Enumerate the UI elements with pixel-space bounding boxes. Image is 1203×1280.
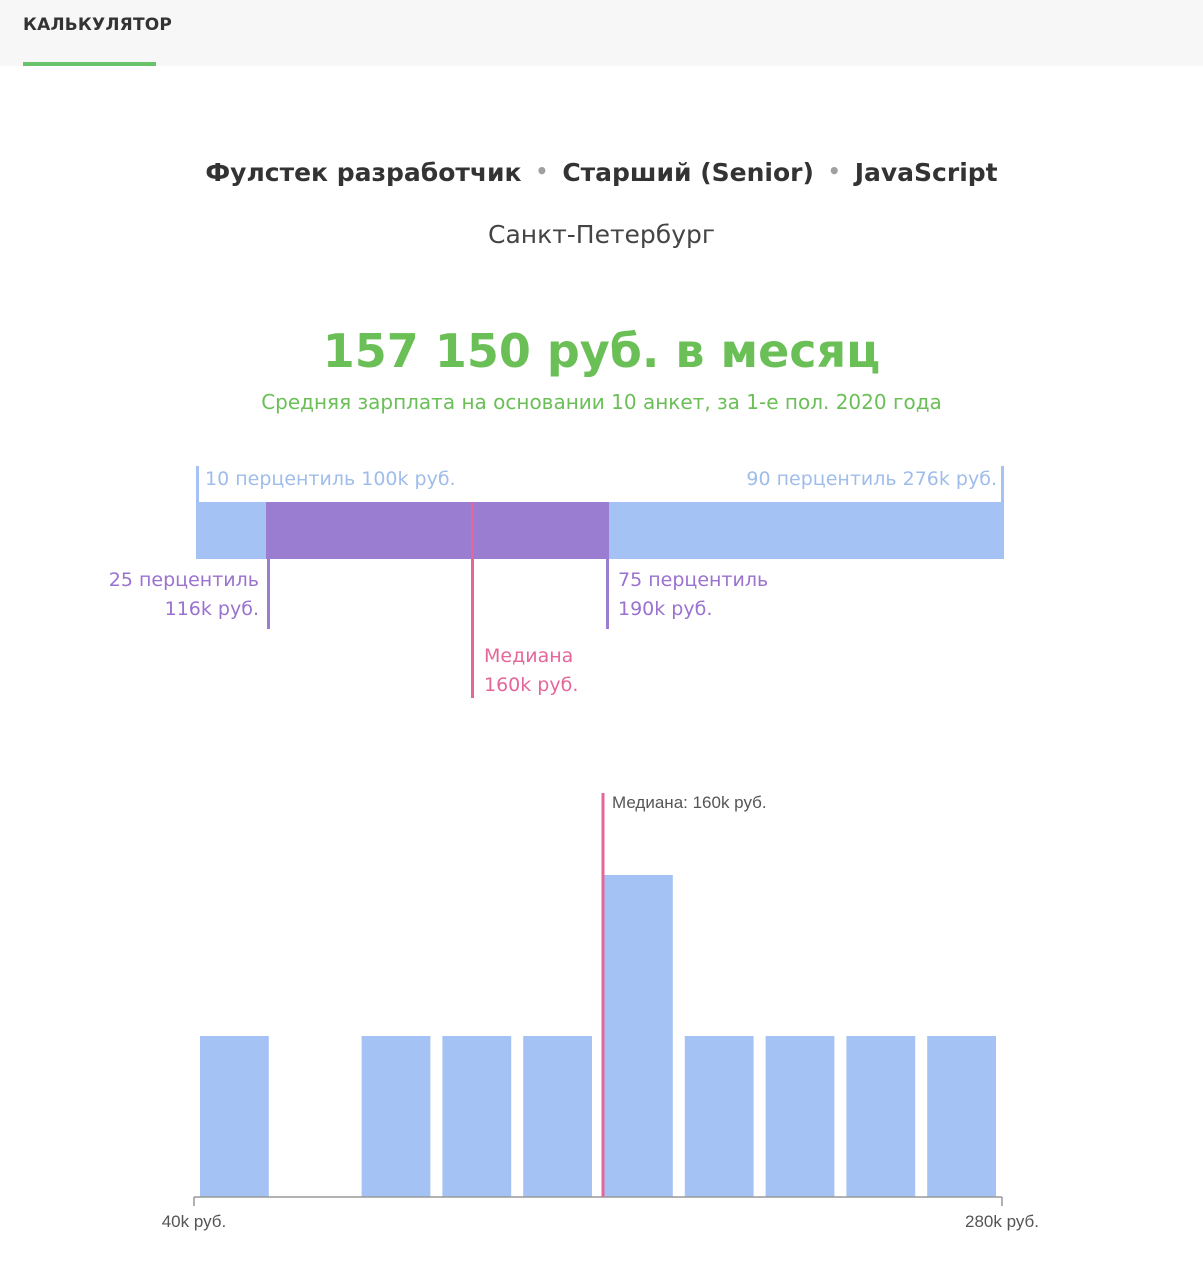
histogram-bar-6 (684, 1036, 754, 1197)
median-tick (471, 502, 474, 698)
median-title: Медиана (484, 645, 574, 667)
p25-value: 116k руб. (164, 598, 259, 620)
histogram-bar-3 (442, 1036, 512, 1197)
p10-tick (196, 466, 199, 502)
p25-p75-bar (266, 502, 609, 559)
tab-calculator[interactable]: КАЛЬКУЛЯТОР (23, 15, 173, 35)
p90-label: 90 перцентиль 276k руб. (746, 468, 997, 490)
city-label: Санкт-Петербург (487, 220, 715, 249)
median-value: 160k руб. (484, 674, 579, 696)
filter-summary: Фулстек разработчик • Старший (Senior) • Jav… (0, 158, 1203, 187)
salary-histogram: 40k руб. 280k руб. Медиана: 160k руб. (162, 793, 1039, 1231)
histogram-bar-0 (200, 1036, 269, 1197)
histogram-bar-8 (846, 1036, 916, 1197)
histogram-bar-2 (361, 1036, 431, 1197)
p25-tick (267, 559, 270, 629)
role-label: Фулстек разработчик (205, 158, 522, 187)
p90-tick (1001, 466, 1004, 502)
separator-dot: • (535, 159, 549, 183)
salary-subtitle: Средняя зарплата на основании 10 анкет, … (261, 390, 942, 414)
level-label: Старший (Senior) (562, 158, 814, 187)
p75-tick (606, 559, 609, 629)
histogram-median-line (601, 793, 605, 1197)
histogram-bar-5 (604, 875, 673, 1197)
histogram-bar-4 (523, 1036, 592, 1197)
p10-label: 10 перцентиль 100k руб. (205, 468, 456, 490)
p25-label: 25 перцентиль 116k руб. (109, 566, 259, 624)
active-tab-indicator (23, 62, 156, 66)
histogram-median-label: Медиана: 160k руб. (612, 793, 767, 812)
median-label: Медиана 160k руб. (484, 642, 578, 700)
histogram-bar-9 (927, 1036, 996, 1197)
separator-dot: • (827, 159, 841, 183)
x-tick-label-min: 40k руб. (162, 1212, 227, 1231)
p75-label: 75 перцентиль 190k руб. (618, 566, 768, 624)
p75-title: 75 перцентиль (618, 569, 769, 591)
top-nav: КАЛЬКУЛЯТОР (0, 0, 1203, 66)
language-label: JavaScript (854, 158, 998, 187)
histogram-bar-7 (765, 1036, 835, 1197)
x-tick-label-max: 280k руб. (965, 1212, 1039, 1231)
p75-value: 190k руб. (618, 598, 713, 620)
average-salary: 157 150 руб. в месяц (322, 324, 881, 378)
p25-title: 25 перцентиль (108, 569, 259, 591)
